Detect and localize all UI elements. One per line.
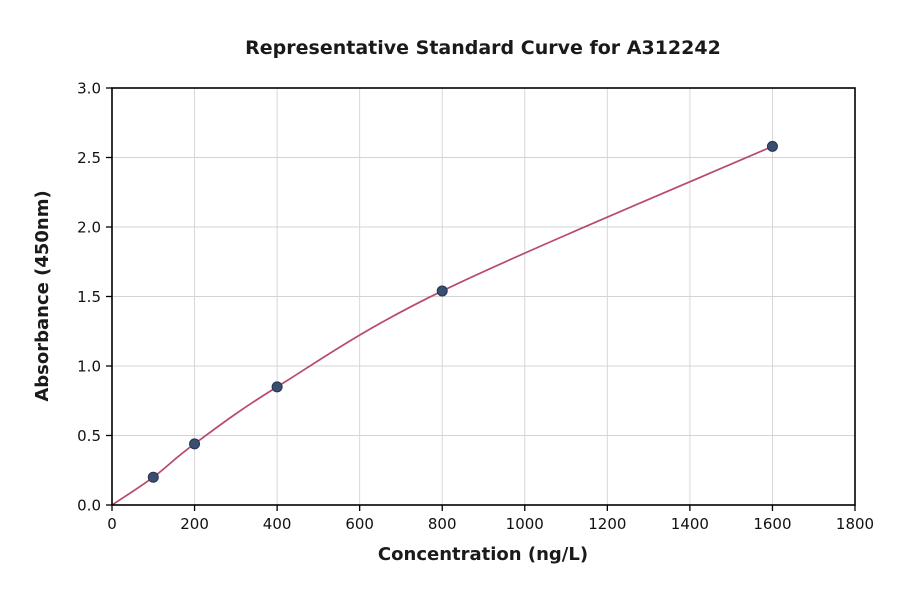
y-tick-label: 2.0	[77, 219, 101, 237]
y-tick-label: 2.5	[77, 149, 101, 167]
x-axis-label: Concentration (ng/L)	[378, 544, 588, 565]
x-tick-label: 1600	[753, 515, 791, 533]
x-tick-label: 1800	[836, 515, 874, 533]
y-tick-label: 1.5	[77, 288, 101, 306]
data-point-marker	[189, 438, 201, 450]
x-tick-label: 200	[180, 515, 209, 533]
y-tick-label: 3.0	[77, 80, 101, 98]
plot-area: 0 200 400 600 800 1000 1200 1400 1600 1800 0.0 0.5 1…	[77, 80, 874, 534]
data-point-marker	[766, 140, 778, 152]
x-tick-label: 1200	[588, 515, 626, 533]
x-tick-label: 400	[263, 515, 292, 533]
x-tick-label: 800	[428, 515, 457, 533]
y-tick-label: 0.0	[77, 497, 101, 515]
y-tick-label: 1.0	[77, 358, 101, 376]
data-point-marker	[271, 381, 283, 393]
x-tick-label: 0	[107, 515, 117, 533]
chart-title: Representative Standard Curve for A31224…	[245, 37, 721, 59]
x-tick-label: 1400	[671, 515, 709, 533]
y-axis-label: Absorbance (450nm)	[32, 190, 53, 401]
data-point-marker	[147, 471, 159, 483]
y-tick-label: 0.5	[77, 427, 101, 445]
data-point-marker	[436, 285, 448, 297]
x-tick-label: 600	[345, 515, 374, 533]
x-tick-label: 1000	[506, 515, 544, 533]
